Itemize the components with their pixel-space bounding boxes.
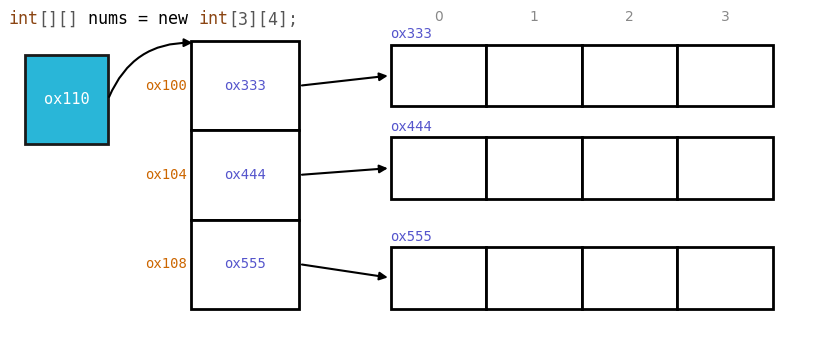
Text: ox104: ox104 bbox=[145, 168, 187, 182]
Text: int: int bbox=[199, 10, 229, 28]
Text: ox444: ox444 bbox=[391, 120, 432, 134]
Bar bbox=[191, 130, 299, 220]
Bar bbox=[486, 247, 582, 309]
Bar bbox=[582, 247, 677, 309]
Text: ox333: ox333 bbox=[224, 79, 266, 93]
Bar bbox=[25, 55, 108, 144]
Bar bbox=[391, 45, 486, 106]
Text: 1: 1 bbox=[529, 10, 538, 24]
Text: 0: 0 bbox=[434, 10, 443, 24]
Text: nums = new: nums = new bbox=[78, 10, 199, 28]
Text: [][]: [][] bbox=[38, 10, 78, 28]
Text: ox110: ox110 bbox=[44, 92, 89, 107]
Text: ox108: ox108 bbox=[145, 257, 187, 271]
Text: [3][4];: [3][4]; bbox=[229, 10, 298, 28]
Text: int: int bbox=[8, 10, 38, 28]
Bar bbox=[191, 220, 299, 309]
Bar bbox=[391, 247, 486, 309]
Text: 3: 3 bbox=[720, 10, 730, 24]
Bar bbox=[677, 137, 773, 199]
Bar bbox=[582, 45, 677, 106]
Bar bbox=[677, 247, 773, 309]
Bar bbox=[486, 137, 582, 199]
Text: 2: 2 bbox=[625, 10, 634, 24]
Bar bbox=[677, 45, 773, 106]
Text: ox100: ox100 bbox=[145, 79, 187, 93]
Text: ox444: ox444 bbox=[224, 168, 266, 182]
Bar bbox=[391, 137, 486, 199]
Bar bbox=[486, 45, 582, 106]
Text: ox555: ox555 bbox=[391, 229, 432, 244]
Bar bbox=[582, 137, 677, 199]
Text: ox333: ox333 bbox=[391, 27, 432, 41]
Text: ox555: ox555 bbox=[224, 257, 266, 271]
Bar bbox=[191, 41, 299, 130]
